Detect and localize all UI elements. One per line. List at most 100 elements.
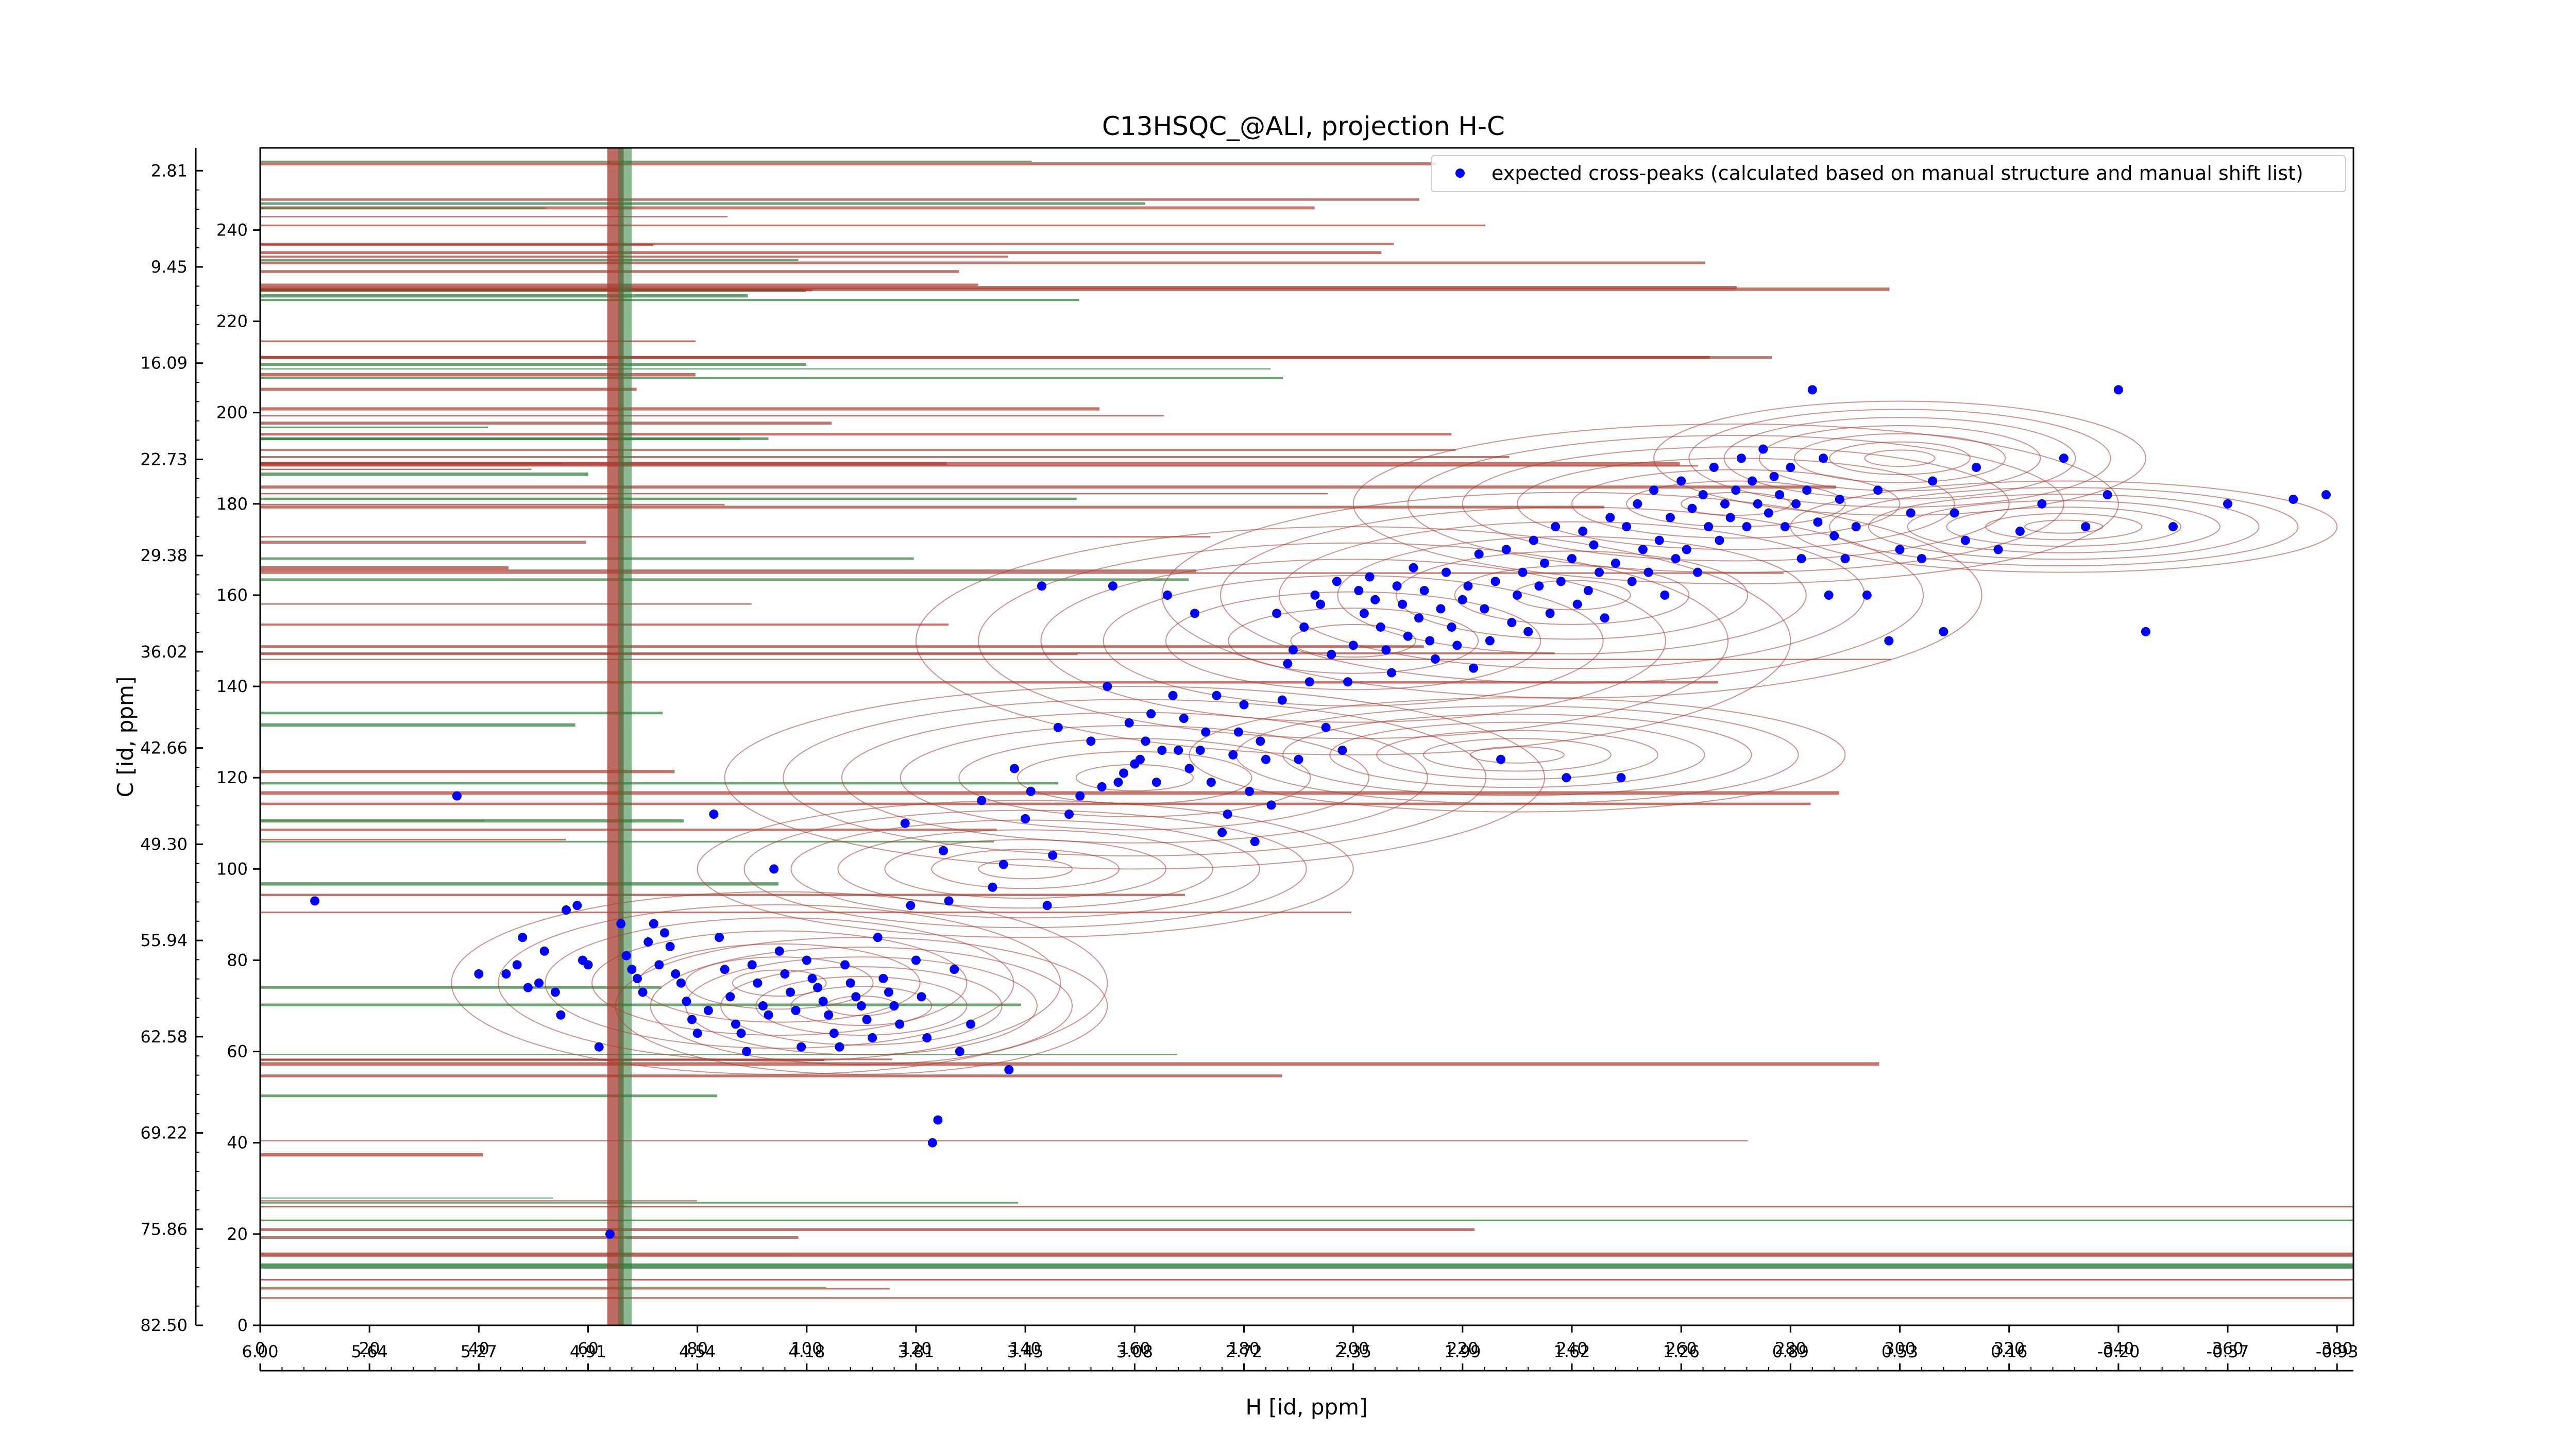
cross-peak-point	[1304, 677, 1314, 687]
cross-peak-point	[1715, 535, 1724, 545]
y-secondary-tick-label: 36.02	[140, 642, 188, 662]
cross-peak-point	[1567, 554, 1577, 564]
x-secondary-tick-label: 3.08	[1116, 1342, 1153, 1361]
cross-peak-point	[1928, 476, 1938, 486]
x-tick-label: 180	[1228, 1339, 1260, 1358]
cross-peak-point	[1179, 714, 1189, 723]
cross-peak-point	[1212, 690, 1222, 700]
x-secondary-tick-label: 1.62	[1553, 1342, 1590, 1361]
y-tick-label: 80	[227, 950, 248, 970]
cross-peak-point	[660, 928, 670, 938]
contour-blob	[1790, 480, 2338, 573]
cross-peak-point	[824, 1010, 834, 1020]
cross-peak-point	[682, 997, 691, 1006]
cross-peak-point	[638, 987, 648, 997]
cross-peak-point	[562, 905, 571, 915]
cross-peak-point	[2223, 499, 2233, 509]
contour-blob	[1407, 434, 2064, 573]
cross-peak-point	[1146, 709, 1156, 719]
contour-blob	[1688, 409, 2111, 508]
cross-peak-point	[1764, 508, 1773, 518]
x-tick-label: 340	[2103, 1339, 2134, 1358]
cross-peak-point	[1452, 641, 1462, 650]
cross-peak-point	[1250, 837, 1260, 847]
y-tick-label: 120	[216, 768, 248, 787]
cross-peak-point	[1256, 736, 1265, 746]
cross-peak-point	[1206, 778, 1216, 787]
cross-peak-point	[1736, 453, 1746, 463]
cross-peak-point	[1277, 695, 1287, 705]
y-tick-label: 220	[216, 312, 248, 331]
contour-blob	[743, 810, 1307, 929]
contour-blob	[650, 947, 1073, 1065]
cross-peak-point	[1605, 513, 1615, 523]
cross-peak-point	[1398, 599, 1408, 609]
cross-peak-point	[1184, 764, 1194, 773]
x-secondary-tick-label: 0.16	[1991, 1342, 2027, 1361]
cross-peak-point	[671, 969, 681, 979]
contour-blob	[1571, 469, 1901, 539]
x-secondary-tick-label: 0.89	[1772, 1342, 1809, 1361]
contour-blob	[1103, 575, 1604, 707]
cross-peak-point	[2141, 627, 2150, 636]
cross-peak-point	[715, 933, 724, 942]
cross-peak-point	[1578, 526, 1588, 536]
cross-peak-point	[862, 1015, 872, 1024]
contour-blob	[1653, 400, 2146, 516]
y-tick-label: 100	[216, 859, 248, 879]
y-secondary-tick-label: 16.09	[140, 353, 188, 373]
contour-blob	[545, 917, 1014, 1049]
y-tick-label: 0	[238, 1316, 248, 1335]
cross-peak-point	[676, 978, 686, 988]
cross-peak-point	[1939, 627, 1948, 636]
cross-peak-point	[1474, 549, 1484, 559]
x-tick-label: 0	[255, 1339, 265, 1358]
y-secondary-tick-label: 29.38	[140, 546, 188, 565]
cross-peak-point	[1786, 462, 1795, 472]
cross-peak-point	[665, 941, 675, 951]
cross-peak-point	[1403, 631, 1413, 641]
contour-blob	[1829, 441, 1971, 475]
cross-peak-point	[764, 1010, 773, 1020]
x-secondary-tick-label: -0.93	[2316, 1342, 2359, 1361]
cross-peak-point	[1064, 810, 1074, 819]
cross-peak-point	[1053, 722, 1063, 732]
cross-peak-point	[753, 978, 762, 988]
plot-frame	[259, 147, 2354, 1326]
cross-peak-point	[769, 864, 779, 874]
cross-peak-point	[1709, 462, 1719, 472]
y-secondary-tick-label: 22.73	[140, 449, 188, 469]
cross-peak-point	[2103, 490, 2112, 500]
cross-peak-point	[889, 1001, 899, 1011]
cross-peak-point	[944, 896, 954, 906]
cross-peak-point	[1430, 654, 1440, 664]
cross-peak-point	[1539, 558, 1549, 568]
contour-blob	[790, 986, 933, 1026]
x-tick-label: 380	[2321, 1339, 2353, 1358]
contour-blob	[732, 969, 827, 997]
cross-peak-point	[1616, 773, 1626, 783]
cross-peak-point	[802, 955, 811, 965]
cross-peak-point	[452, 791, 462, 801]
cross-peak-point	[1485, 636, 1495, 646]
contour-blob	[2024, 519, 2104, 534]
x-secondary-tick-label: -0.20	[2097, 1342, 2140, 1361]
cross-peak-point	[1496, 754, 1506, 764]
cross-peak-point	[1972, 462, 1981, 472]
chart-title: C13HSQC_@ALI, projection H-C	[1102, 111, 1505, 141]
cross-peak-point	[835, 1042, 844, 1052]
cross-peak-point	[1906, 508, 1916, 518]
contour-blob	[841, 712, 1428, 844]
y-secondary-tick-label: 42.66	[140, 738, 188, 758]
cross-peak-point	[1758, 444, 1768, 454]
x-tick-label: 20	[359, 1339, 380, 1358]
contour-blob	[755, 976, 968, 1036]
y-secondary-tick-label: 62.58	[140, 1027, 188, 1047]
cross-peak-point	[643, 937, 653, 947]
cross-peak-point	[1731, 485, 1741, 495]
cross-peak-point	[1108, 581, 1117, 591]
x-tick-label: 140	[1010, 1339, 1041, 1358]
cross-peak-point	[654, 960, 664, 970]
cross-peak-point	[523, 983, 533, 992]
y-tick-label: 240	[216, 220, 248, 240]
